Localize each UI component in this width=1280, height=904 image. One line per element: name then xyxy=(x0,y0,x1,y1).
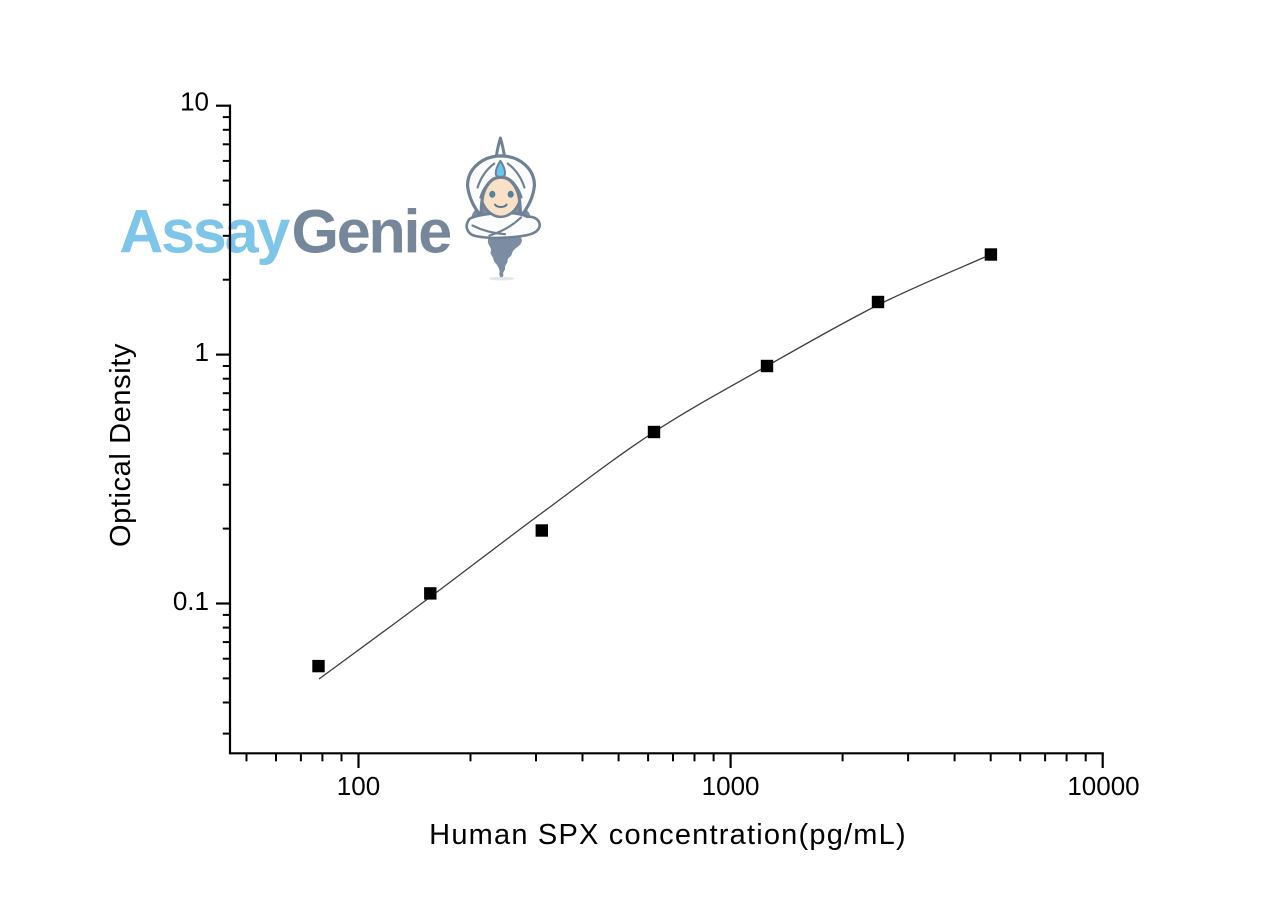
svg-text:0.1: 0.1 xyxy=(173,586,209,616)
svg-text:10: 10 xyxy=(180,87,209,117)
svg-text:Genie: Genie xyxy=(292,197,451,265)
svg-text:1: 1 xyxy=(195,337,209,367)
svg-text:10000: 10000 xyxy=(1067,771,1139,801)
svg-text:Human SPX concentration(pg/mL): Human SPX concentration(pg/mL) xyxy=(429,819,907,851)
svg-text:100: 100 xyxy=(337,771,380,801)
svg-text:1000: 1000 xyxy=(702,771,760,801)
svg-text:Optical Density: Optical Density xyxy=(105,343,137,547)
svg-text:Assay: Assay xyxy=(119,197,290,265)
